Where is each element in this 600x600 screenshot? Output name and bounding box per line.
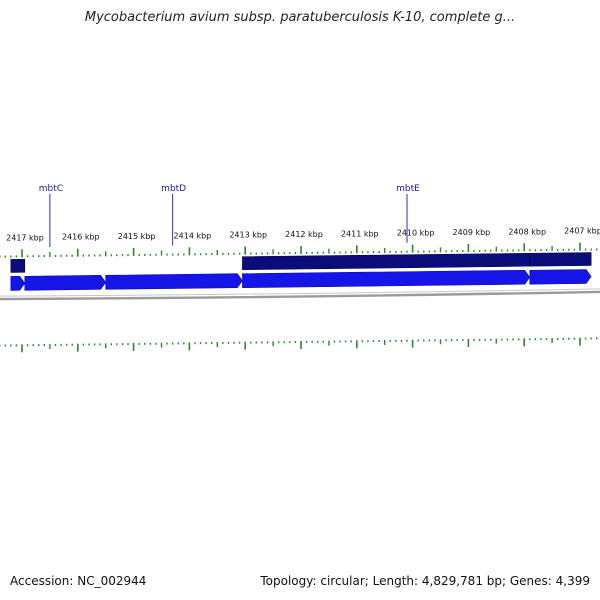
tick-label: 2410 kbp [397, 229, 435, 238]
tick-label: 2417 kbp [6, 233, 44, 242]
reverse-gene-block [529, 252, 592, 267]
genome-stats-label: Topology: circular; Length: 4,829,781 bp… [260, 574, 590, 588]
tick-label-group: 2417 kbp 2416 kbp 2415 kbp 2414 kbp 2413 kbp… [6, 227, 600, 243]
backbone-line-inner [0, 288, 600, 297]
forward-gene-arrow [529, 269, 592, 285]
gene-label: mbtC [39, 184, 63, 194]
outer-tick-track [0, 242, 598, 258]
reverse-gene-block [242, 252, 531, 270]
forward-gene-arrow [242, 269, 531, 288]
gene-label: mbtE [396, 184, 420, 194]
inner-tick-track [0, 337, 598, 353]
gene-label-group: mbtC mbtD mbtE [39, 184, 420, 248]
tick-label: 2411 kbp [341, 229, 379, 238]
backbone-line [0, 290, 600, 301]
tick-label: 2407 kbp [564, 227, 600, 236]
tick-label: 2416 kbp [62, 233, 100, 242]
tick-label: 2413 kbp [229, 231, 267, 240]
accession-label: Accession: NC_002944 [10, 574, 147, 588]
forward-gene-arrow [10, 276, 26, 291]
gene-track [10, 252, 592, 291]
reverse-gene-block [10, 258, 26, 273]
tick-label: 2414 kbp [174, 231, 212, 240]
tick-label: 2415 kbp [118, 232, 156, 241]
genome-backbone [0, 288, 600, 301]
forward-gene-arrow [24, 275, 107, 291]
tick-label: 2409 kbp [453, 228, 491, 237]
page-title: Mycobacterium avium subsp. paratuberculo… [84, 10, 516, 25]
tick-label: 2412 kbp [285, 230, 323, 239]
gene-label: mbtD [161, 184, 186, 194]
forward-gene-arrow [105, 273, 243, 290]
tick-label: 2408 kbp [508, 227, 546, 236]
